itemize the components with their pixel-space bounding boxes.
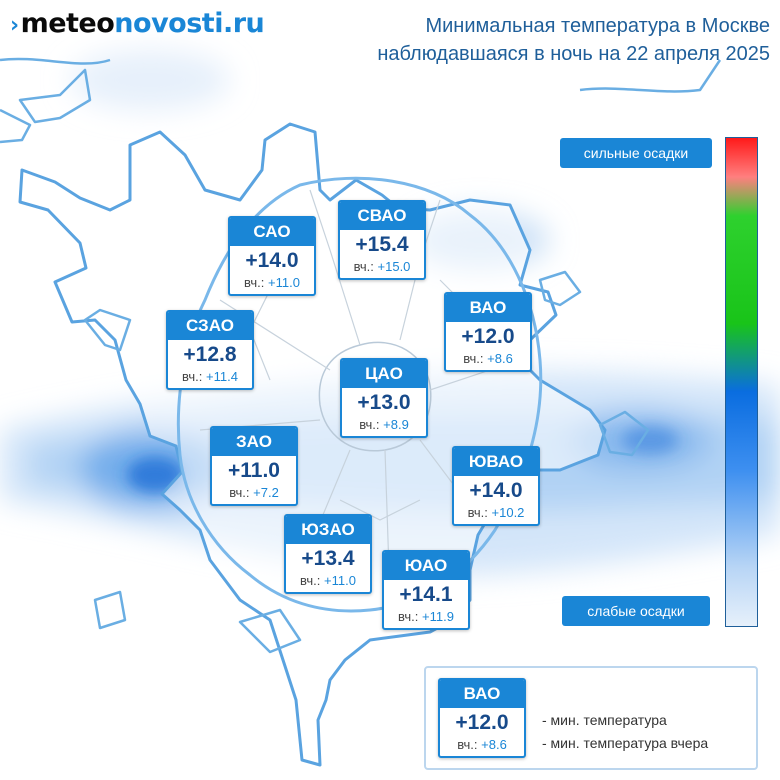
yesterday-label: вч.: <box>300 573 321 588</box>
precip-strong-label: сильные осадки <box>560 138 712 168</box>
district-name: СВАО <box>340 202 424 230</box>
district-card-sao[interactable]: САО +14.0 вч.: +11.0 <box>228 216 316 296</box>
district-name: ЮВАО <box>454 448 538 476</box>
yesterday-label: вч.: <box>359 417 380 432</box>
district-yesterday: вч.: +8.6 <box>446 350 530 370</box>
district-card-szao[interactable]: СЗАО +12.8 вч.: +11.4 <box>166 310 254 390</box>
district-min-temp: +12.8 <box>183 343 237 366</box>
district-name: ВАО <box>446 294 530 322</box>
district-yesterday: вч.: +8.6 <box>440 736 524 756</box>
yesterday-label: вч.: <box>457 737 478 752</box>
district-yesterday: вч.: +11.4 <box>168 368 252 388</box>
district-name: ЮАО <box>384 552 468 580</box>
precip-weak-label: слабые осадки <box>562 596 710 626</box>
map-title-line1: Минимальная температура в Москве <box>425 15 770 37</box>
yesterday-value: +11.4 <box>206 369 238 384</box>
district-card-yuao[interactable]: ЮАО +14.1 вч.: +11.9 <box>382 550 470 630</box>
yesterday-label: вч.: <box>463 351 484 366</box>
map-title-line2: наблюдавшаяся в ночь на 22 апреля 2025 <box>377 43 770 65</box>
district-card-vao[interactable]: ВАО +12.0 вч.: +8.6 <box>444 292 532 372</box>
district-card-yuvao[interactable]: ЮВАО +14.0 вч.: +10.2 <box>452 446 540 526</box>
legend: ВАО +12.0 вч.: +8.6 - мин. температура -… <box>424 666 758 770</box>
yesterday-value: +8.6 <box>487 351 513 366</box>
district-yesterday: вч.: +11.0 <box>286 572 370 592</box>
yesterday-value: +8.6 <box>481 737 507 752</box>
district-name: ЦАО <box>342 360 426 388</box>
yesterday-label: вч.: <box>244 275 265 290</box>
district-yesterday: вч.: +15.0 <box>340 258 424 278</box>
legend-sample-card: ВАО +12.0 вч.: +8.6 <box>438 678 526 758</box>
yesterday-label: вч.: <box>467 505 488 520</box>
district-yesterday: вч.: +7.2 <box>212 484 296 504</box>
district-min-temp: +13.0 <box>357 391 411 414</box>
yesterday-value: +7.2 <box>253 485 279 500</box>
yesterday-label: вч.: <box>353 259 374 274</box>
district-yesterday: вч.: +10.2 <box>454 504 538 524</box>
yesterday-value: +11.0 <box>268 275 300 290</box>
district-min-temp: +11.0 <box>228 459 280 482</box>
district-min-temp: +14.0 <box>469 479 523 502</box>
yesterday-value: +11.9 <box>422 609 454 624</box>
district-name: СЗАО <box>168 312 252 340</box>
district-min-temp: +15.4 <box>355 233 409 256</box>
district-yesterday: вч.: +8.9 <box>342 416 426 436</box>
legend-min-temp-text: - мин. температура <box>542 712 667 728</box>
district-name: САО <box>230 218 314 246</box>
logo-text-part2: novosti.ru <box>114 8 265 39</box>
legend-yesterday-text: - мин. температура вчера <box>542 735 709 751</box>
district-card-svao[interactable]: СВАО +15.4 вч.: +15.0 <box>338 200 426 280</box>
district-min-temp: +14.1 <box>399 583 453 606</box>
precipitation-scale-bar <box>725 137 758 627</box>
yesterday-value: +8.9 <box>383 417 409 432</box>
district-card-yuzao[interactable]: ЮЗАО +13.4 вч.: +11.0 <box>284 514 372 594</box>
district-name: ЗАО <box>212 428 296 456</box>
district-yesterday: вч.: +11.0 <box>230 274 314 294</box>
yesterday-value: +11.0 <box>324 573 356 588</box>
logo-text-part1: meteo <box>20 8 115 39</box>
district-card-cao[interactable]: ЦАО +13.0 вч.: +8.9 <box>340 358 428 438</box>
yesterday-label: вч.: <box>229 485 250 500</box>
detached-areas <box>0 57 722 654</box>
district-card-zao[interactable]: ЗАО +11.0 вч.: +7.2 <box>210 426 298 506</box>
district-min-temp: +12.0 <box>455 711 509 734</box>
district-name: ЮЗАО <box>286 516 370 544</box>
yesterday-label: вч.: <box>398 609 419 624</box>
map-title: Минимальная температура в Москве наблюда… <box>377 12 770 68</box>
yesterday-value: +10.2 <box>491 505 525 520</box>
district-min-temp: +12.0 <box>461 325 515 348</box>
district-yesterday: вч.: +11.9 <box>384 608 468 628</box>
district-min-temp: +14.0 <box>245 249 299 272</box>
yesterday-value: +15.0 <box>377 259 411 274</box>
site-logo[interactable]: ›meteonovosti.ru <box>10 8 265 39</box>
logo-arrow-icon: › <box>10 13 19 38</box>
yesterday-label: вч.: <box>182 369 203 384</box>
district-min-temp: +13.4 <box>301 547 355 570</box>
district-name: ВАО <box>440 680 524 708</box>
